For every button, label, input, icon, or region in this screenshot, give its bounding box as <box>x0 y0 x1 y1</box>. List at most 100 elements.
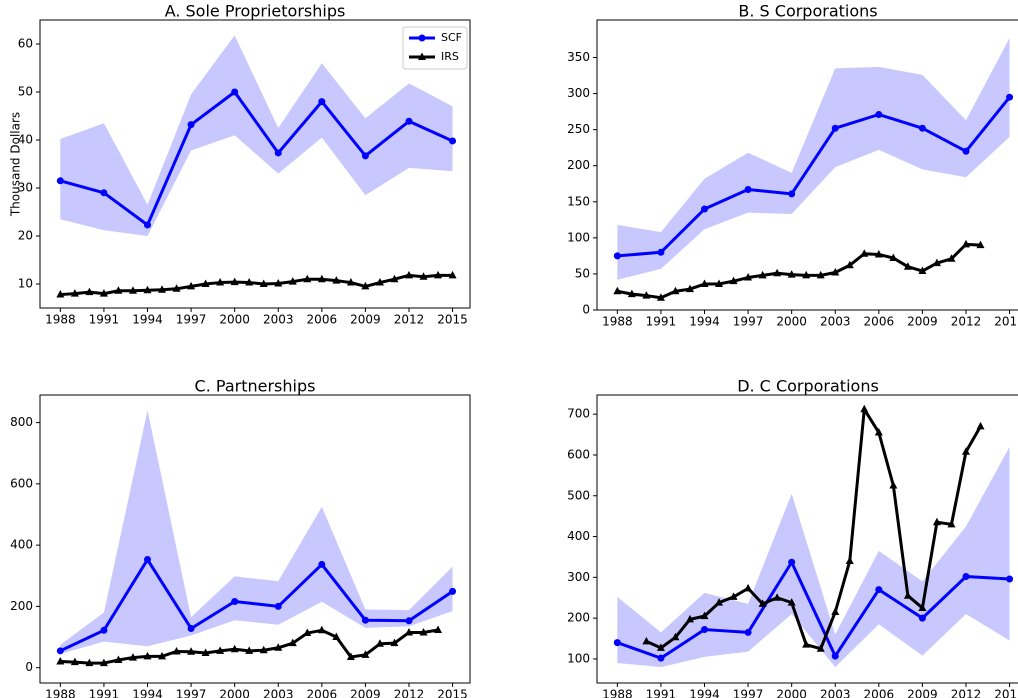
data-point <box>390 274 399 283</box>
data-point <box>657 654 665 662</box>
x-tick-label: 2000 <box>776 688 807 698</box>
data-point <box>56 290 65 298</box>
data-point <box>317 274 326 283</box>
data-point <box>715 279 724 288</box>
x-tick-label: 1988 <box>602 315 633 329</box>
x-tick-label: 1994 <box>689 688 720 698</box>
x-tick-label: 2009 <box>907 315 938 329</box>
data-point <box>419 272 428 280</box>
data-point <box>729 276 738 285</box>
data-point <box>744 273 753 281</box>
x-tick-label: 2006 <box>864 688 895 698</box>
data-point <box>187 647 196 655</box>
data-point <box>918 124 926 132</box>
data-point <box>288 277 297 285</box>
data-point <box>216 646 225 654</box>
axes-frame <box>39 394 471 684</box>
y-tick-label: 0 <box>25 660 33 674</box>
data-point <box>875 111 883 119</box>
data-point <box>642 636 651 645</box>
data-point <box>448 270 457 279</box>
data-point <box>700 611 709 620</box>
axes-frame <box>39 19 471 309</box>
data-point <box>845 556 854 565</box>
data-point <box>317 625 326 634</box>
data-point <box>744 628 752 636</box>
data-point <box>274 279 283 287</box>
data-point <box>918 266 927 275</box>
data-point <box>1006 93 1014 101</box>
data-point <box>860 404 869 413</box>
data-point <box>889 253 898 262</box>
data-point <box>434 625 443 633</box>
x-tick-label: 2015 <box>994 688 1018 698</box>
y-tick-label: 700 <box>567 407 590 421</box>
data-point <box>671 286 680 295</box>
x-tick-label: 1991 <box>646 315 677 329</box>
series-line <box>59 90 454 227</box>
data-point <box>303 628 312 637</box>
x-tick-label: 2009 <box>350 313 381 327</box>
data-point <box>100 626 108 634</box>
y-tick-label: 400 <box>10 538 33 552</box>
data-point <box>773 593 782 601</box>
data-point <box>671 632 680 641</box>
y-tick-label: 300 <box>567 86 590 100</box>
x-tick-label: 2012 <box>951 315 982 329</box>
x-tick-label: 2012 <box>951 688 982 698</box>
series-line <box>616 560 1010 660</box>
data-point <box>831 124 839 132</box>
x-tick-label: 2009 <box>907 688 938 698</box>
data-point <box>773 268 782 277</box>
subplot-title: D. C Corporations <box>737 377 879 396</box>
x-tick-label: 2012 <box>394 313 425 327</box>
data-point <box>932 517 941 526</box>
data-point <box>932 258 941 267</box>
data-point <box>390 638 399 647</box>
y-axis-label: Thousand Dollars <box>9 112 23 217</box>
data-point <box>201 279 210 287</box>
y-tick-label: 60 <box>18 37 33 51</box>
y-tick-label: 40 <box>18 133 33 147</box>
data-point <box>230 644 239 653</box>
data-point <box>70 289 79 297</box>
y-tick-label: 600 <box>567 447 590 461</box>
data-point <box>656 643 665 651</box>
axes-frame <box>596 394 1018 684</box>
data-point <box>172 284 181 292</box>
data-point <box>56 657 65 665</box>
data-point <box>201 648 210 656</box>
data-point <box>758 270 767 279</box>
data-point <box>187 281 196 290</box>
data-point <box>434 270 443 279</box>
data-point <box>831 607 840 616</box>
data-point <box>70 657 79 666</box>
y-tick-label: 800 <box>10 415 33 429</box>
data-point <box>788 190 796 198</box>
legend-marker <box>418 52 426 60</box>
data-point <box>419 627 428 636</box>
x-tick-label: 1994 <box>132 313 163 327</box>
x-tick-label: 2006 <box>307 313 338 327</box>
data-point <box>245 646 254 654</box>
x-tick-label: 1994 <box>132 688 163 698</box>
data-point <box>332 276 341 284</box>
data-point <box>346 278 355 286</box>
data-point <box>758 599 767 607</box>
series-line <box>59 558 454 653</box>
x-tick-label: 2000 <box>219 313 250 327</box>
data-point <box>656 293 665 301</box>
legend: SCF IRS <box>402 26 468 70</box>
data-point <box>715 598 724 606</box>
x-tick-label: 1988 <box>45 688 76 698</box>
data-point <box>318 98 326 106</box>
x-tick-label: 1988 <box>45 313 76 327</box>
subplot-title: B. S Corporations <box>738 2 877 21</box>
data-point <box>816 270 825 279</box>
data-point <box>918 603 927 611</box>
data-point <box>947 254 956 262</box>
data-point <box>685 614 694 623</box>
data-point <box>230 277 239 286</box>
